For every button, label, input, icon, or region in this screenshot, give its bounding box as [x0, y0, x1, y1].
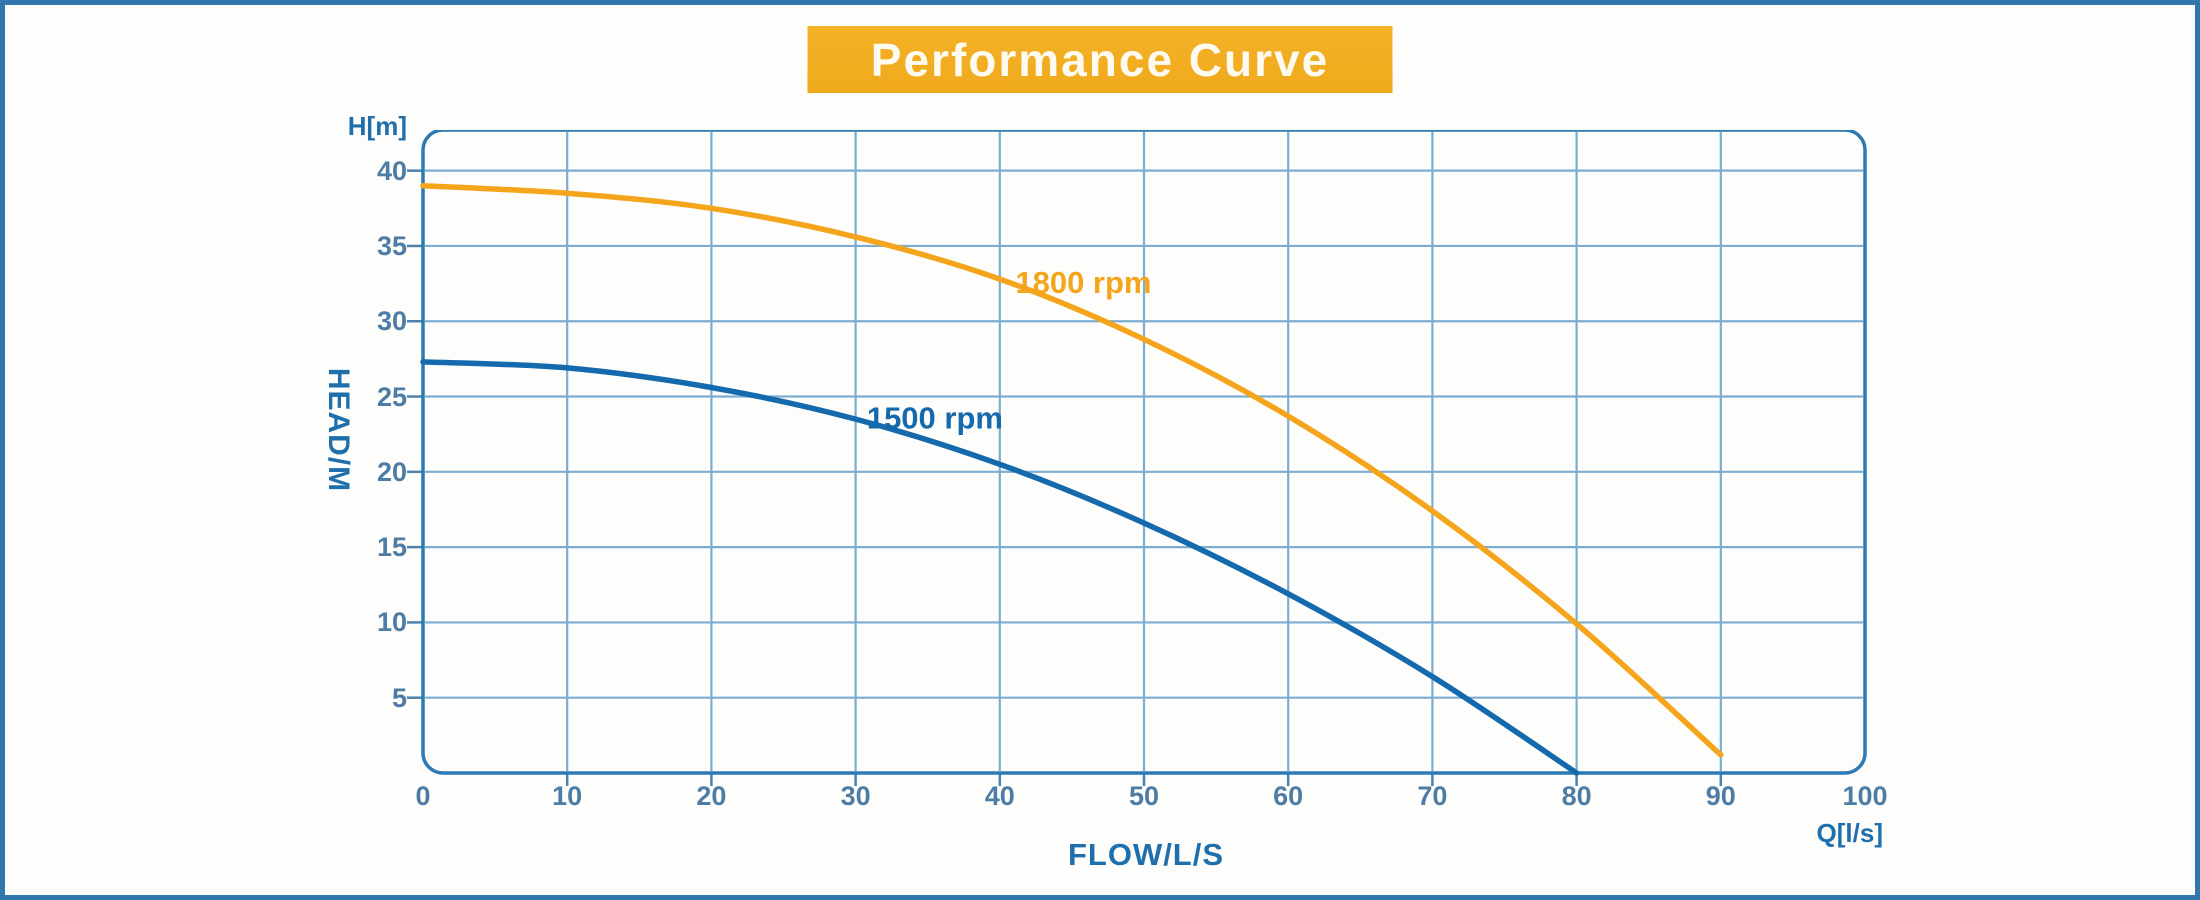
y-tick-label-20: 20 — [376, 456, 407, 487]
curve-1800-rpm — [420, 182, 1724, 758]
x-tick-label-80: 80 — [1561, 781, 1592, 811]
y-tick-label-25: 25 — [376, 381, 407, 412]
y-axis-title: HEAD/M — [322, 367, 355, 493]
plot-border — [421, 130, 1867, 775]
curve-label-1500-rpm: 1500 rpm — [867, 401, 1003, 436]
x-tick-label-60: 60 — [1273, 781, 1304, 811]
x-tick-label-10: 10 — [552, 781, 583, 811]
x-tick-label-30: 30 — [840, 781, 871, 811]
y-tick-label-5: 5 — [391, 682, 407, 713]
y-axis-unit-label: H[m] — [347, 111, 407, 141]
curve-label-1800-rpm: 1800 rpm — [1015, 265, 1151, 300]
curve-1500-rpm — [420, 359, 1580, 776]
x-tick-label-20: 20 — [696, 781, 727, 811]
title-banner: Performance Curve — [807, 26, 1393, 93]
x-tick-label-50: 50 — [1128, 781, 1160, 811]
x-tick-label-90: 90 — [1705, 781, 1736, 811]
y-tick-label-10: 10 — [376, 607, 407, 638]
pump-performance-chart: H[m] HEAD/M 1800 rpm 1500 rpm 0 10 20 30 40 50… — [5, 5, 2195, 895]
y-tick-label-15: 15 — [376, 532, 407, 563]
y-tick-label-35: 35 — [376, 230, 407, 261]
x-axis-title: FLOW/L/S — [1067, 837, 1225, 872]
x-tick-label-100: 100 — [1842, 781, 1888, 811]
y-tick-label-30: 30 — [376, 306, 407, 337]
plot-area: 1800 rpm 1500 rpm — [407, 130, 1867, 786]
x-tick-label-40: 40 — [984, 781, 1015, 811]
x-tick-label-0: 0 — [415, 781, 431, 811]
page-title: Performance Curve — [870, 33, 1330, 86]
x-axis-unit-label: Q[l/s] — [1816, 818, 1883, 848]
y-tick-label-40: 40 — [376, 155, 407, 186]
x-tick-label-70: 70 — [1417, 781, 1448, 811]
